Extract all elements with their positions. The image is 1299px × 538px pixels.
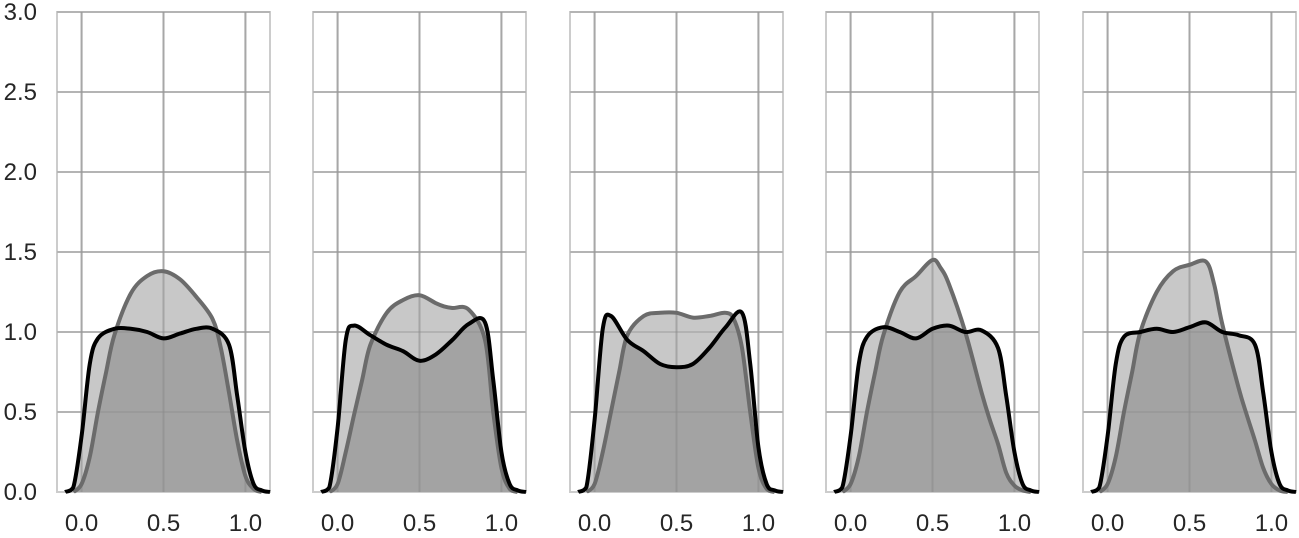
x-tick-label: 0.0 [834, 510, 867, 533]
panel-2: 0.0 0.5 1.0 [312, 11, 527, 537]
series-a-line [71, 269, 263, 494]
series-a-line [584, 310, 776, 494]
y-tick-label: 0.0 [4, 479, 37, 506]
x-tick-label: 1.0 [742, 510, 775, 533]
series-b-line [577, 309, 784, 494]
overlap-area [586, 312, 775, 492]
x-tick-label: 1.0 [229, 510, 262, 533]
series-b-line [64, 325, 271, 494]
panel-5: 0.0 0.5 1.0 [1082, 11, 1297, 537]
x-tick-label: 0.0 [1091, 510, 1124, 533]
y-tick-label: 2.5 [4, 79, 37, 106]
series-a-line [1097, 258, 1289, 494]
x-tick-label: 0.0 [321, 510, 354, 533]
panel-1: 0.0 0.5 1.0 [56, 11, 271, 537]
x-tick-label: 0.0 [65, 510, 98, 533]
overlap-area [73, 327, 262, 492]
y-tick-label: 3.0 [4, 0, 37, 26]
series-a-line [327, 293, 519, 494]
x-tick-label: 1.0 [485, 510, 518, 533]
x-tick-label: 1.0 [998, 510, 1031, 533]
x-tick-label: 1.0 [1255, 510, 1288, 533]
panel-4: 0.0 0.5 1.0 [825, 11, 1040, 537]
panel-3: 0.0 0.5 1.0 [569, 11, 784, 537]
overlap-area [329, 318, 518, 492]
y-tick-label: 1.0 [4, 319, 37, 346]
y-tick-label: 1.5 [4, 239, 37, 266]
x-tick-label: 0.0 [578, 510, 611, 533]
series-b-line [833, 323, 1040, 494]
x-tick-label: 0.5 [147, 510, 180, 533]
x-tick-label: 0.5 [660, 510, 693, 533]
y-tick-label: 2.0 [4, 159, 37, 186]
series-a-line [840, 257, 1032, 494]
x-tick-label: 0.5 [1173, 510, 1206, 533]
x-tick-label: 0.5 [916, 510, 949, 533]
y-tick-label: 0.5 [4, 399, 37, 426]
series-b-line [320, 316, 527, 494]
series-b-line [1090, 320, 1297, 494]
x-tick-label: 0.5 [403, 510, 436, 533]
